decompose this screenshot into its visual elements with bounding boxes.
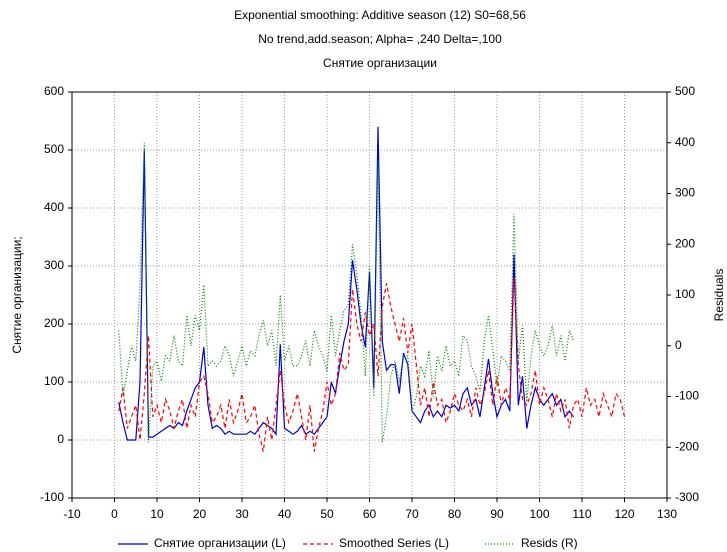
y-tick-label: 300 [44, 258, 64, 272]
y2-tick-label: 0 [675, 338, 682, 352]
x-tick-label: 20 [193, 507, 207, 521]
y-tick-label: 100 [44, 374, 64, 388]
chart-title: Exponential smoothing: Additive season (… [234, 8, 526, 22]
y-tick-label: 200 [44, 316, 64, 330]
plot-frame [71, 91, 668, 499]
y2-tick-label: 400 [675, 135, 695, 149]
series-line [118, 126, 574, 441]
x-tick-label: 40 [278, 507, 292, 521]
y2-tick-label: 300 [675, 186, 695, 200]
x-tick-label: 120 [614, 507, 634, 521]
y-tick-label: 400 [44, 200, 64, 214]
y-axis-label: Снятие организации; [10, 236, 24, 353]
chart-subtitle: Снятие организации [323, 56, 437, 70]
y2-tick-label: 500 [675, 84, 695, 98]
x-tick-label: 110 [572, 507, 591, 521]
x-tick-label: 130 [657, 507, 677, 521]
x-tick-label: 0 [111, 507, 118, 521]
y-tick-label: -100 [40, 490, 64, 504]
x-tick-label: 50 [320, 507, 334, 521]
y2-tick-label: -200 [675, 439, 699, 453]
y2-tick-label: -100 [675, 389, 699, 403]
series-line [118, 142, 575, 443]
series-line [118, 277, 626, 452]
legend-label: Smoothed Series (L) [339, 536, 449, 550]
legend-label: Resids (R) [521, 536, 578, 550]
legend-label: Снятие организации (L) [154, 536, 286, 550]
x-tick-label: 70 [405, 507, 419, 521]
x-tick-label: -10 [63, 507, 81, 521]
y-tick-label: 500 [44, 142, 64, 156]
x-tick-label: 80 [448, 507, 462, 521]
x-tick-label: 60 [363, 507, 377, 521]
x-tick-label: 90 [490, 507, 504, 521]
y2-tick-label: 100 [675, 287, 695, 301]
y2-tick-label: -300 [675, 490, 699, 504]
x-tick-label: 10 [150, 507, 164, 521]
y2-axis-label: Residuals [712, 269, 726, 322]
x-tick-label: 30 [235, 507, 249, 521]
y2-tick-label: 200 [675, 236, 695, 250]
x-tick-label: 100 [529, 507, 549, 521]
y-tick-label: 600 [44, 84, 64, 98]
y-tick-label: 0 [57, 432, 64, 446]
chart-subtitle: No trend,add.season; Alpha= ,240 Delta=,… [258, 32, 502, 46]
